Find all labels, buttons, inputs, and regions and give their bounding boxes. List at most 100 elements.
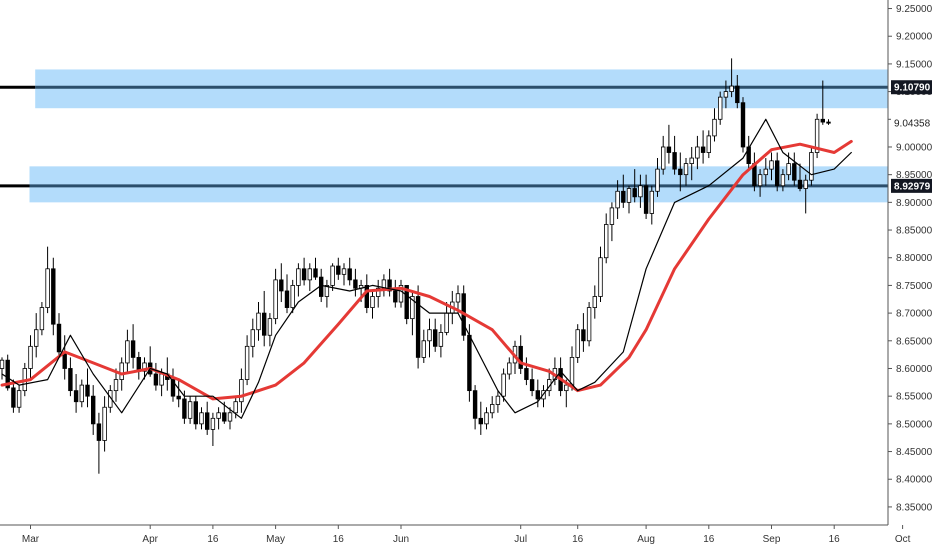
candle-down[interactable] (182, 398, 187, 419)
candle-down[interactable] (775, 160, 780, 187)
candle-down[interactable] (524, 368, 529, 380)
candle-up[interactable] (655, 168, 660, 192)
candle-up[interactable] (375, 287, 381, 297)
candle-up[interactable] (239, 379, 244, 403)
candle-up[interactable] (273, 279, 278, 320)
candle-up[interactable] (786, 163, 791, 176)
candle-up[interactable] (615, 190, 620, 209)
candle-up[interactable] (370, 296, 375, 308)
candle-up[interactable] (244, 345, 250, 380)
candle-down[interactable] (632, 188, 637, 198)
candle-down[interactable] (404, 285, 409, 320)
candle-up[interactable] (341, 268, 347, 275)
candle-up[interactable] (718, 96, 723, 120)
candle-up[interactable] (723, 91, 729, 98)
candle-down[interactable] (478, 417, 483, 425)
candle-up[interactable] (330, 265, 335, 286)
candle-up[interactable] (421, 340, 426, 358)
candle-up[interactable] (199, 412, 204, 425)
candle-down[interactable] (51, 268, 56, 325)
candle-up[interactable] (814, 118, 820, 153)
candle-down[interactable] (153, 373, 159, 386)
candle-down[interactable] (301, 268, 307, 281)
candle-down[interactable] (393, 290, 398, 303)
candle-up[interactable] (803, 179, 808, 189)
candle-up[interactable] (142, 362, 147, 372)
candle-down[interactable] (130, 340, 136, 358)
candle-up[interactable] (712, 118, 717, 137)
candle-down[interactable] (347, 268, 352, 281)
candle-up[interactable] (216, 412, 221, 419)
candle-up[interactable] (227, 412, 233, 422)
candle-up[interactable] (39, 307, 45, 331)
candle-down[interactable] (666, 146, 672, 153)
candle-up[interactable] (575, 329, 580, 358)
candle-up[interactable] (501, 373, 506, 397)
candle-down[interactable] (820, 118, 825, 123)
candle-up[interactable] (113, 379, 119, 392)
candle-up[interactable] (125, 340, 130, 364)
candle-down[interactable] (176, 395, 181, 400)
candle-down[interactable] (170, 379, 176, 397)
candle-up[interactable] (427, 329, 432, 342)
candle-up[interactable] (706, 135, 711, 153)
candle-down[interactable] (415, 296, 421, 358)
candle-up[interactable] (296, 268, 301, 286)
candle-up[interactable] (564, 384, 569, 392)
candle-up[interactable] (763, 168, 768, 176)
candle-down[interactable] (621, 190, 626, 203)
candle-up[interactable] (45, 268, 50, 308)
candle-up[interactable] (307, 268, 312, 281)
candle-up[interactable] (809, 152, 814, 181)
candle-up[interactable] (267, 318, 273, 336)
candle-up[interactable] (769, 160, 774, 170)
plot-area[interactable] (0, 58, 888, 474)
candle-down[interactable] (387, 279, 392, 292)
candle-down[interactable] (535, 390, 540, 400)
candle-up[interactable] (455, 293, 461, 303)
candle-up[interactable] (233, 401, 238, 414)
candle-down[interactable] (700, 146, 706, 153)
candle-down[interactable] (518, 345, 523, 369)
candle-down[interactable] (581, 329, 586, 342)
candle-up[interactable] (324, 285, 330, 297)
candle-down[interactable] (672, 152, 677, 170)
candle-up[interactable] (79, 384, 84, 403)
candle-up[interactable] (689, 157, 694, 164)
candle-down[interactable] (826, 121, 831, 124)
candle-down[interactable] (740, 102, 746, 148)
candle-down[interactable] (792, 163, 797, 181)
candle-up[interactable] (102, 406, 107, 441)
candle-up[interactable] (489, 404, 495, 414)
candle-down[interactable] (284, 290, 290, 308)
candle-up[interactable] (438, 332, 444, 347)
candle-down[interactable] (353, 279, 358, 289)
candle-down[interactable] (222, 412, 227, 422)
candle-down[interactable] (11, 387, 16, 408)
candle-down[interactable] (678, 168, 683, 176)
candle-up[interactable] (410, 296, 415, 320)
candle-up[interactable] (586, 307, 592, 342)
candle-down[interactable] (204, 412, 210, 430)
candle-up[interactable] (609, 207, 615, 225)
candle-up[interactable] (484, 412, 489, 425)
candle-down[interactable] (68, 368, 73, 392)
candle-up[interactable] (256, 312, 261, 331)
candle-up[interactable] (444, 312, 449, 333)
candle-down[interactable] (364, 285, 369, 308)
candle-up[interactable] (569, 357, 575, 386)
candle-up[interactable] (626, 188, 632, 203)
candle-up[interactable] (683, 163, 689, 176)
candle-down[interactable] (472, 390, 478, 419)
candle-down[interactable] (85, 384, 90, 397)
candle-up[interactable] (398, 285, 404, 303)
candle-up[interactable] (159, 373, 164, 386)
candle-up[interactable] (507, 362, 512, 375)
candle-up[interactable] (638, 185, 643, 198)
candle-down[interactable] (91, 395, 96, 425)
candle-down[interactable] (746, 146, 751, 164)
candle-up[interactable] (250, 329, 255, 347)
candle-up[interactable] (780, 174, 786, 187)
candle-down[interactable] (735, 85, 740, 104)
